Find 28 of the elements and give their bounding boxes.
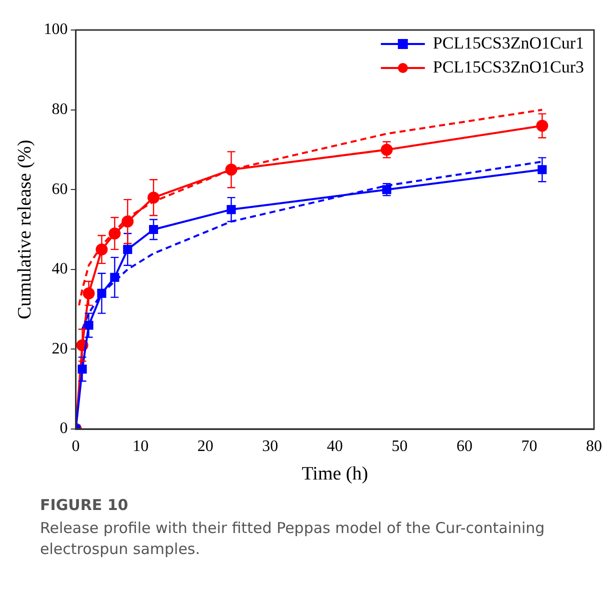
y-tick-label: 20 [52,340,68,358]
x-tick-label: 50 [392,438,408,455]
x-tick-label: 60 [456,438,472,455]
x-tick-label: 20 [197,438,214,455]
x-tick-label: 30 [262,438,278,455]
point [78,364,87,374]
y-axis-title: Cumulative release (%) [14,140,36,320]
x-tick-label: 0 [72,438,80,455]
text: Release profile with their fitted Peppas model of the Cur-containing electrospun samples. [40,518,546,560]
point [123,244,132,254]
legend-label: PCL15CS3ZnO1Cur3 [432,57,584,76]
y-tick-label: 100 [44,21,68,38]
y-tick-label: 60 [52,180,68,198]
caption: FIGURE 10 [40,496,130,514]
x-tick-label: 10 [132,438,149,455]
point [148,224,158,234]
point [122,216,134,228]
point [148,192,160,204]
x-axis-title: Time (h) [302,464,368,485]
point [84,320,94,330]
y-tick-label: 40 [52,260,68,278]
y-tick-label: 80 [52,101,68,118]
legend-label: PCL15CS3ZnO1Cur1 [432,33,584,52]
y-tick-label: 0 [60,420,68,438]
x-tick-label: 70 [521,438,538,455]
x-tick-label: 80 [586,438,602,455]
x-tick-label: 40 [326,438,343,455]
point [226,205,236,214]
